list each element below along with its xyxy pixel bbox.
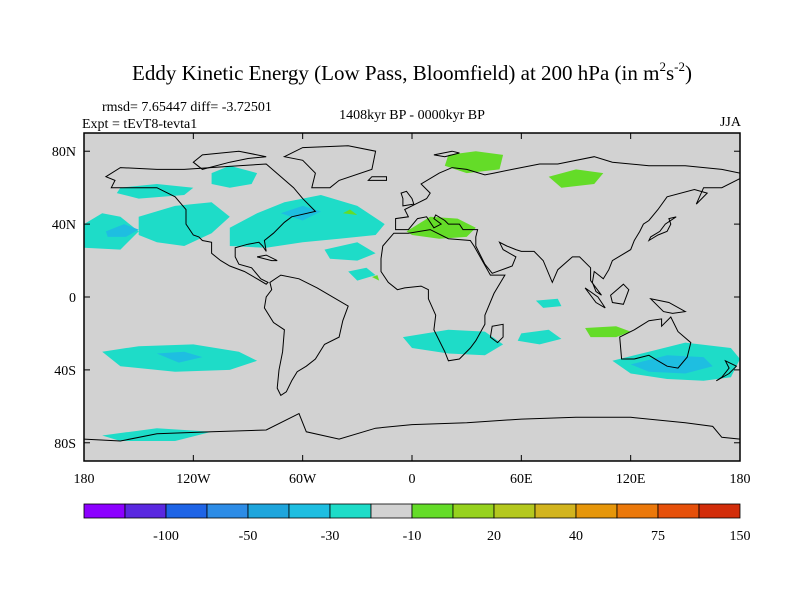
coastline-africa (380, 229, 506, 362)
region-mediterranean (406, 216, 476, 239)
region-indian-ocean-patch (517, 329, 562, 345)
colorbar: -100 -50 -30 -10 20 40 75 150 (83, 503, 751, 544)
colorbar-swatch (493, 503, 536, 519)
season-label: JJA (720, 115, 742, 130)
colorbar-label: -30 (321, 529, 340, 544)
region-southern-ocean-patch (102, 428, 212, 441)
region-arabian-sea-patch (535, 298, 562, 308)
region-north-atlantic-patch (324, 242, 376, 261)
region-siberia-east (548, 169, 604, 188)
colorbar-label: -50 (239, 529, 258, 544)
period-label: 1408kyr BP - 0000kyr BP (339, 108, 485, 123)
chart-title: Eddy Kinetic Energy (Low Pass, Bloomfiel… (132, 59, 692, 85)
coastline-south-america (263, 274, 349, 397)
colorbar-label: 150 (730, 529, 751, 544)
coastline-antarctica (84, 412, 740, 442)
colorbar-swatch (124, 503, 167, 519)
y-tick-label: 80S (54, 437, 76, 452)
colorbar-label: -100 (153, 529, 179, 544)
stats-label: rmsd= 7.65447 diff= -3.72501 (102, 100, 272, 115)
coastline-australia (619, 316, 692, 369)
y-tick-label: 40N (52, 218, 76, 233)
region-atlantic-core (280, 205, 321, 221)
title-main: Eddy Kinetic Energy (Low Pass, Bloomfiel… (132, 61, 659, 85)
region-south-pacific-core (156, 351, 203, 363)
region-atlantic-small-2 (371, 275, 380, 281)
y-tick-label: 40S (54, 364, 76, 379)
title-mid: s (666, 61, 674, 85)
coastline-new-guinea (649, 297, 687, 314)
colorbar-swatch (247, 503, 290, 519)
region-australia-core (630, 355, 713, 374)
colorbar-swatch (657, 503, 700, 519)
coastlines (84, 145, 740, 442)
colorbar-label: 40 (569, 529, 583, 544)
coastline-borneo (610, 283, 630, 305)
axis-ticks: 180 120W 60W 0 60E 120E 180 80N 40N 0 40S 80S (52, 133, 751, 487)
colorbar-swatch (411, 503, 454, 519)
region-atlantic-small-1 (342, 209, 358, 215)
coastline-britain (400, 190, 415, 207)
region-australia-north (585, 326, 631, 338)
y-tick-label: 80N (52, 145, 76, 160)
coastline-svalbard (433, 150, 460, 158)
colorbar-swatch (616, 503, 659, 519)
x-tick-label: 180 (730, 472, 751, 487)
x-tick-label: 60W (289, 472, 317, 487)
region-north-pacific-east (138, 202, 230, 246)
region-siberia-north (444, 151, 504, 174)
x-tick-label: 60E (510, 472, 533, 487)
colorbar-swatch (370, 503, 413, 519)
x-tick-label: 120E (616, 472, 646, 487)
coastline-madagascar (489, 323, 504, 344)
map-background (84, 133, 740, 461)
x-tick-label: 180 (74, 472, 95, 487)
colorbar-swatch (329, 503, 372, 519)
coastline-sumatra (584, 287, 606, 309)
colorbar-swatch (83, 503, 126, 519)
svg-text:Eddy Kinetic Energy (Low Pass,: Eddy Kinetic Energy (Low Pass, Bloomfiel… (132, 59, 692, 85)
colorbar-label: -10 (403, 529, 422, 544)
coastline-cuba (256, 254, 278, 262)
colorbar-label: 20 (487, 529, 501, 544)
anomaly-regions (84, 151, 740, 441)
coastline-japan (647, 216, 677, 242)
colorbar-swatch (575, 503, 618, 519)
region-tropical-atlantic-patch (348, 267, 376, 281)
region-north-atlantic-storm-track (229, 195, 385, 248)
coastline-greenland (282, 145, 377, 189)
colorbar-label: 75 (651, 529, 665, 544)
colorbar-swatch (534, 503, 577, 519)
coastline-iceland (367, 176, 387, 181)
colorbar-swatch (452, 503, 495, 519)
experiment-label: Expt = tEvT8-tevta1 (82, 117, 197, 132)
colorbar-swatch (288, 503, 331, 519)
coastline-eurasia (395, 156, 740, 296)
colorbar-swatch (698, 503, 741, 519)
region-north-atlantic-northwest (211, 165, 258, 188)
title-sup-2: -2 (674, 59, 685, 74)
coastline-new-zealand (716, 359, 738, 382)
x-tick-label: 120W (176, 472, 211, 487)
x-tick-label: 0 (409, 472, 416, 487)
title-close: ) (685, 61, 692, 85)
coastline-arctic-islands (192, 150, 267, 170)
coastline-north-america (104, 163, 317, 285)
colorbar-swatch (165, 503, 208, 519)
region-north-pacific-core (105, 224, 139, 237)
title-sup-1: 2 (659, 59, 666, 74)
y-tick-label: 0 (69, 291, 76, 306)
colorbar-swatch (206, 503, 249, 519)
